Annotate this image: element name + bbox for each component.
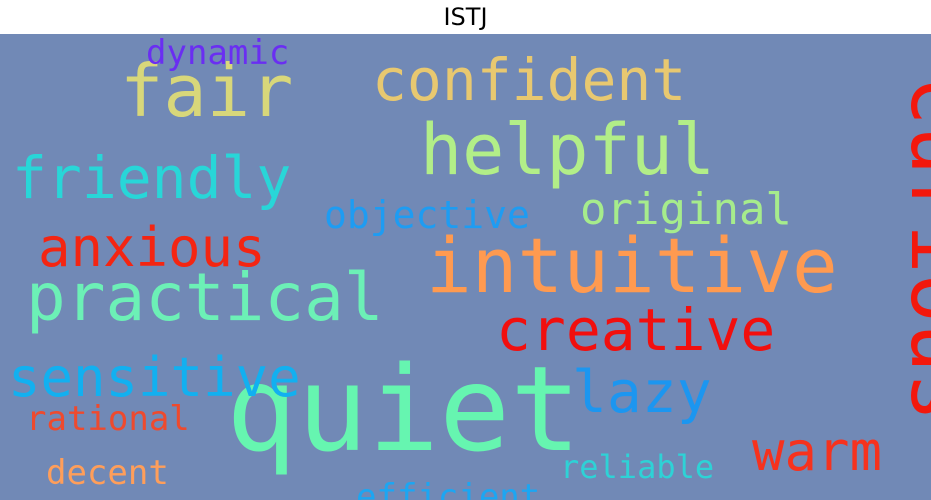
- word-lazy: lazy: [572, 358, 712, 426]
- word-warm: warm: [752, 420, 882, 483]
- word-anxious: anxious: [38, 216, 266, 279]
- word-rational: rational: [26, 399, 190, 439]
- word-curious: curious: [892, 76, 931, 422]
- word-fair: fair: [120, 49, 293, 133]
- word-cloud-canvas: quiet curious intuitive helpful fair practica…: [0, 34, 931, 500]
- word-objective: objective: [324, 193, 530, 237]
- cloud-background: [0, 34, 931, 500]
- word-helpful: helpful: [420, 109, 715, 191]
- word-decent: decent: [46, 453, 169, 493]
- chart-title: ISTJ: [443, 3, 488, 31]
- word-cloud: quiet curious intuitive helpful fair practica…: [0, 34, 931, 500]
- word-efficient: efficient: [356, 477, 540, 500]
- word-original: original: [580, 184, 792, 235]
- word-practical: practical: [26, 259, 384, 336]
- word-reliable: reliable: [560, 448, 714, 486]
- word-creative: creative: [496, 296, 775, 364]
- word-quiet: quiet: [226, 340, 581, 478]
- word-dynamic: dynamic: [146, 34, 289, 73]
- word-friendly: friendly: [12, 144, 291, 212]
- word-intuitive: intuitive: [426, 221, 838, 310]
- word-sensitive: sensitive: [8, 346, 301, 409]
- word-confident: confident: [372, 46, 686, 114]
